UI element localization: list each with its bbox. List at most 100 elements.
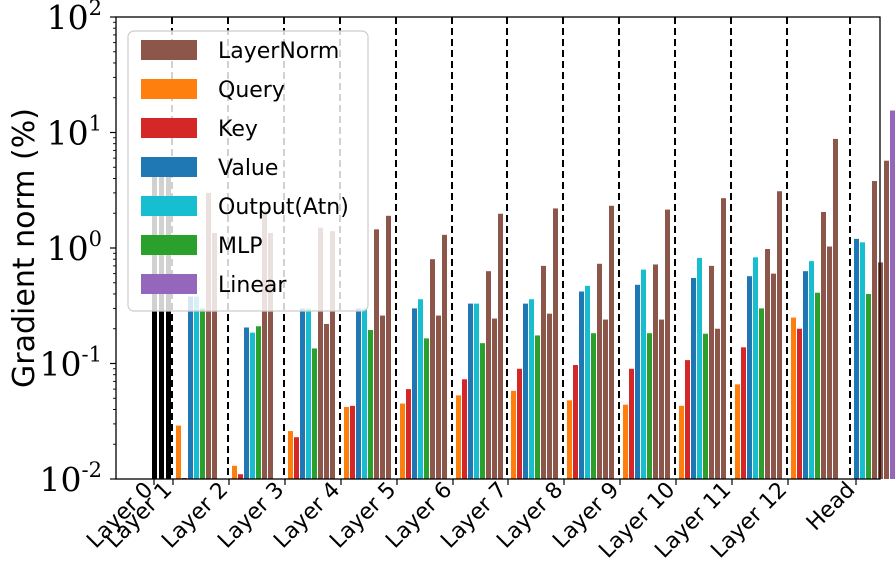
bar-value <box>412 308 417 479</box>
legend-label: Key <box>218 117 258 142</box>
bar-layernorm <box>553 208 558 479</box>
bar-embedding <box>166 167 171 479</box>
legend-swatch <box>141 118 197 138</box>
bar-layernorm <box>380 315 385 479</box>
bar-output-atn- <box>306 308 311 479</box>
legend-swatch <box>141 79 197 99</box>
bar-mlp <box>480 343 485 479</box>
bar-mlp <box>368 330 373 479</box>
y-tick-label: 10-1 <box>40 343 102 384</box>
bar-key <box>573 365 578 479</box>
bar-layernorm <box>498 213 503 479</box>
bar-value <box>635 284 640 479</box>
y-tick-label: 100 <box>47 227 102 268</box>
bar-layernorm <box>827 246 832 479</box>
bar-layernorm <box>609 205 614 479</box>
bar-mlp <box>703 333 708 479</box>
bar-layernorm <box>386 215 391 479</box>
bar-layernorm <box>442 234 447 479</box>
legend-label: MLP <box>218 234 263 259</box>
bar-output-atn- <box>860 242 865 479</box>
bar-output-atn- <box>194 296 199 479</box>
bar-key <box>294 437 299 479</box>
bar-value <box>244 327 249 479</box>
bar-query <box>456 395 461 479</box>
bar-layernorm <box>721 198 726 479</box>
bar-output-atn- <box>418 299 423 479</box>
bar-layernorm <box>318 227 323 479</box>
bar-layernorm <box>872 181 877 480</box>
bar-layernorm <box>436 315 441 479</box>
bar-layernorm <box>603 319 608 479</box>
bar-layernorm <box>430 259 435 479</box>
y-tick-label: 102 <box>47 0 102 37</box>
bar-mlp <box>424 338 429 479</box>
bar-layernorm <box>665 209 670 479</box>
bar-query <box>511 390 516 479</box>
bar-layernorm <box>821 211 826 479</box>
legend-label: LayerNorm <box>218 39 339 64</box>
bar-layernorm <box>597 263 602 479</box>
bar-mlp <box>256 326 261 479</box>
bar-value <box>468 303 473 479</box>
bar-layernorm <box>268 232 273 479</box>
bar-output-atn- <box>362 308 367 479</box>
bar-output-atn- <box>474 303 479 479</box>
bar-value <box>854 238 859 479</box>
bar-embedding <box>159 167 164 479</box>
bar-linear <box>890 110 895 479</box>
bar-query <box>623 404 628 479</box>
bar-layernorm <box>492 318 497 479</box>
bar-layernorm <box>206 192 211 479</box>
y-axis: 10-2 10-1 100 101 102 <box>40 0 116 499</box>
bar-key <box>517 368 522 479</box>
bar-query <box>176 425 181 479</box>
legend-label: Query <box>218 78 285 103</box>
bar-mlp <box>535 335 540 479</box>
bar-output-atn- <box>697 257 702 479</box>
bar-output-atn- <box>641 269 646 479</box>
y-tick-label: 101 <box>47 112 102 153</box>
bar-mlp <box>647 333 652 479</box>
bar-mlp <box>200 308 205 479</box>
bar-layernorm <box>653 264 658 479</box>
bar-layernorm <box>771 273 776 479</box>
bar-layernorm <box>777 191 782 479</box>
bar-value <box>188 296 193 479</box>
legend-swatch <box>141 157 197 177</box>
bar-mlp <box>312 348 317 479</box>
bar-query <box>791 317 796 479</box>
bar-value <box>691 277 696 479</box>
bar-layernorm <box>715 328 720 479</box>
bar-layernorm <box>659 319 664 479</box>
bar-layernorm <box>330 231 335 479</box>
bar-mlp <box>815 292 820 479</box>
bar-key <box>462 379 467 479</box>
bar-query <box>735 384 740 479</box>
bar-mlp <box>591 333 596 479</box>
bar-layernorm <box>212 232 217 479</box>
bar-output-atn- <box>809 261 814 479</box>
bar-layernorm <box>765 249 770 479</box>
bar-query <box>679 405 684 479</box>
bar-layernorm <box>833 138 838 480</box>
legend-swatch <box>141 235 197 255</box>
bar-value <box>803 271 808 479</box>
legend-label: Output(Atn) <box>218 195 349 220</box>
bar-layernorm <box>486 271 491 479</box>
bar-key <box>685 360 690 479</box>
bar-output-atn- <box>529 299 534 479</box>
bar-key <box>350 405 355 479</box>
bar-key <box>741 347 746 479</box>
legend-swatch <box>141 196 197 216</box>
bar-key <box>406 389 411 479</box>
bar-layernorm <box>324 323 329 479</box>
bar-output-atn- <box>753 257 758 479</box>
bar-query <box>567 400 572 479</box>
bar-value <box>747 276 752 479</box>
bar-value <box>356 308 361 479</box>
bar-query <box>344 407 349 479</box>
bar-mlp <box>759 308 764 479</box>
bar-layernorm <box>709 265 714 479</box>
